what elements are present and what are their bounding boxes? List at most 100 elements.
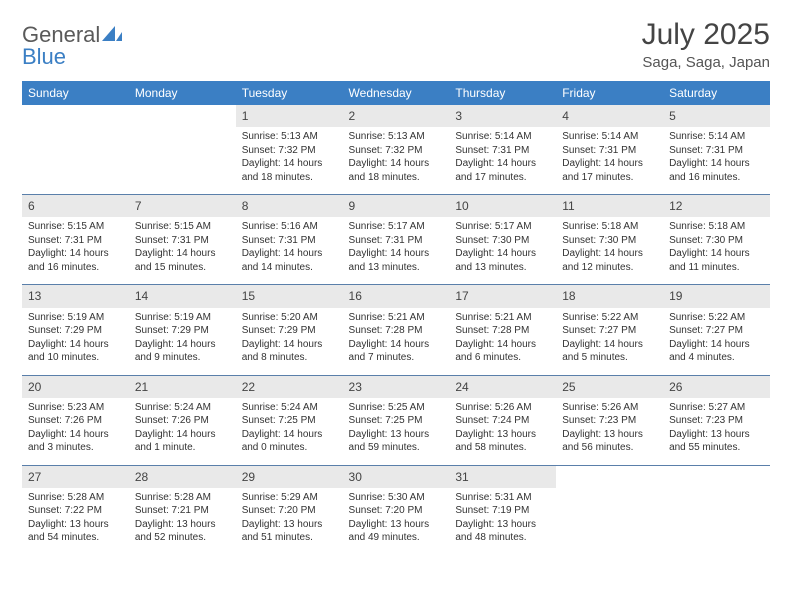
weekday-header: Saturday (663, 81, 770, 105)
day-info: Sunrise: 5:17 AMSunset: 7:30 PMDaylight:… (455, 220, 550, 274)
day-number: 3 (449, 105, 556, 127)
day-number: 13 (22, 285, 129, 307)
day-info: Sunrise: 5:15 AMSunset: 7:31 PMDaylight:… (28, 220, 123, 274)
day-number: 14 (129, 285, 236, 307)
day-number: 30 (343, 466, 450, 488)
day-info: Sunrise: 5:16 AMSunset: 7:31 PMDaylight:… (242, 220, 337, 274)
calendar-day-cell: 7Sunrise: 5:15 AMSunset: 7:31 PMDaylight… (129, 195, 236, 285)
calendar-day-cell: 17 Sunrise: 5:21 AMSunset: 7:28 PMDayligh… (449, 285, 556, 375)
calendar-day-cell: 30 Sunrise: 5:30 AMSunset: 7:20 PMDayligh… (343, 465, 450, 555)
day-info: Sunrise: 5:25 AMSunset: 7:25 PMDaylight:… (349, 401, 444, 455)
calendar-day-cell: 9 Sunrise: 5:17 AMSunset: 7:31 PMDaylight… (343, 195, 450, 285)
day-number: 26 (663, 376, 770, 398)
day-info: Sunrise: 5:19 AMSunset: 7:29 PMDaylight:… (135, 311, 230, 365)
calendar-day-cell: 5 Sunrise: 5:14 AMSunset: 7:31 PMDaylight… (663, 105, 770, 195)
calendar-day-cell: .. (129, 105, 236, 195)
calendar-day-cell: 28 Sunrise: 5:28 AMSunset: 7:21 PMDayligh… (129, 465, 236, 555)
calendar-week-row: 20 Sunrise: 5:23 AMSunset: 7:26 PMDayligh… (22, 375, 770, 465)
day-number: 25 (556, 376, 663, 398)
calendar-day-cell: 3 Sunrise: 5:14 AMSunset: 7:31 PMDaylight… (449, 105, 556, 195)
weekday-header: Monday (129, 81, 236, 105)
day-info: Sunrise: 5:28 AMSunset: 7:22 PMDaylight:… (28, 491, 123, 545)
day-info: Sunrise: 5:22 AMSunset: 7:27 PMDaylight:… (669, 311, 764, 365)
brand-logo: GeneralBlue (22, 22, 125, 70)
calendar-day-cell: .. (22, 105, 129, 195)
calendar-day-cell: 14 Sunrise: 5:19 AMSunset: 7:29 PMDayligh… (129, 285, 236, 375)
day-number: 1 (236, 105, 343, 127)
day-number: 22 (236, 376, 343, 398)
title-block: July 2025 Saga, Saga, Japan (642, 18, 770, 71)
calendar-day-cell: 13 Sunrise: 5:19 AMSunset: 7:29 PMDayligh… (22, 285, 129, 375)
location-label: Saga, Saga, Japan (642, 54, 770, 71)
day-number: 8 (236, 195, 343, 217)
day-number: 2 (343, 105, 450, 127)
page-header: GeneralBlue July 2025 Saga, Saga, Japan (22, 18, 770, 71)
day-number: 23 (343, 376, 450, 398)
day-number: 11 (556, 195, 663, 217)
calendar-week-row: 27 Sunrise: 5:28 AMSunset: 7:22 PMDayligh… (22, 465, 770, 555)
day-info: Sunrise: 5:18 AMSunset: 7:30 PMDaylight:… (669, 220, 764, 274)
calendar-day-cell: 2 Sunrise: 5:13 AMSunset: 7:32 PMDaylight… (343, 105, 450, 195)
day-number: 18 (556, 285, 663, 307)
day-number: 24 (449, 376, 556, 398)
calendar-day-cell: 20 Sunrise: 5:23 AMSunset: 7:26 PMDayligh… (22, 375, 129, 465)
calendar-day-cell: 1 Sunrise: 5:13 AMSunset: 7:32 PMDaylight… (236, 105, 343, 195)
day-info: Sunrise: 5:13 AMSunset: 7:32 PMDaylight:… (349, 130, 444, 184)
calendar-day-cell: .. (556, 465, 663, 555)
calendar-day-cell: 11Sunrise: 5:18 AMSunset: 7:30 PMDayligh… (556, 195, 663, 285)
day-info: Sunrise: 5:24 AMSunset: 7:26 PMDaylight:… (135, 401, 230, 455)
calendar-day-cell: 4Sunrise: 5:14 AMSunset: 7:31 PMDaylight… (556, 105, 663, 195)
calendar-day-cell: 21 Sunrise: 5:24 AMSunset: 7:26 PMDayligh… (129, 375, 236, 465)
day-info: Sunrise: 5:27 AMSunset: 7:23 PMDaylight:… (669, 401, 764, 455)
calendar-day-cell: 25Sunrise: 5:26 AMSunset: 7:23 PMDayligh… (556, 375, 663, 465)
calendar-day-cell: 23 Sunrise: 5:25 AMSunset: 7:25 PMDayligh… (343, 375, 450, 465)
weekday-header: Sunday (22, 81, 129, 105)
calendar-day-cell: 6Sunrise: 5:15 AMSunset: 7:31 PMDaylight… (22, 195, 129, 285)
calendar-table: SundayMondayTuesdayWednesdayThursdayFrid… (22, 81, 770, 555)
day-info: Sunrise: 5:31 AMSunset: 7:19 PMDaylight:… (455, 491, 550, 545)
calendar-week-row: 6Sunrise: 5:15 AMSunset: 7:31 PMDaylight… (22, 195, 770, 285)
day-info: Sunrise: 5:21 AMSunset: 7:28 PMDaylight:… (455, 311, 550, 365)
day-info: Sunrise: 5:30 AMSunset: 7:20 PMDaylight:… (349, 491, 444, 545)
weekday-header: Friday (556, 81, 663, 105)
day-info: Sunrise: 5:22 AMSunset: 7:27 PMDaylight:… (562, 311, 657, 365)
day-number: 19 (663, 285, 770, 307)
day-info: Sunrise: 5:21 AMSunset: 7:28 PMDaylight:… (349, 311, 444, 365)
calendar-day-cell: 15 Sunrise: 5:20 AMSunset: 7:29 PMDayligh… (236, 285, 343, 375)
calendar-week-row: ....1Sunrise: 5:13 AMSunset: 7:32 PMDayl… (22, 105, 770, 195)
day-number: 20 (22, 376, 129, 398)
day-info: Sunrise: 5:23 AMSunset: 7:26 PMDaylight:… (28, 401, 123, 455)
day-info: Sunrise: 5:19 AMSunset: 7:29 PMDaylight:… (28, 311, 123, 365)
day-number: 17 (449, 285, 556, 307)
sail-icon (102, 26, 124, 42)
calendar-day-cell: .. (663, 465, 770, 555)
day-info: Sunrise: 5:24 AMSunset: 7:25 PMDaylight:… (242, 401, 337, 455)
day-number: 21 (129, 376, 236, 398)
day-number: 15 (236, 285, 343, 307)
day-number: 4 (556, 105, 663, 127)
day-info: Sunrise: 5:13 AMSunset: 7:32 PMDaylight:… (242, 130, 337, 184)
calendar-day-cell: 12Sunrise: 5:18 AMSunset: 7:30 PMDayligh… (663, 195, 770, 285)
calendar-day-cell: 26 Sunrise: 5:27 AMSunset: 7:23 PMDayligh… (663, 375, 770, 465)
day-info: Sunrise: 5:20 AMSunset: 7:29 PMDaylight:… (242, 311, 337, 365)
day-info: Sunrise: 5:17 AMSunset: 7:31 PMDaylight:… (349, 220, 444, 274)
day-number: 31 (449, 466, 556, 488)
day-number: 5 (663, 105, 770, 127)
day-info: Sunrise: 5:26 AMSunset: 7:24 PMDaylight:… (455, 401, 550, 455)
calendar-week-row: 13 Sunrise: 5:19 AMSunset: 7:29 PMDayligh… (22, 285, 770, 375)
day-number: 9 (343, 195, 450, 217)
calendar-day-cell: 16 Sunrise: 5:21 AMSunset: 7:28 PMDayligh… (343, 285, 450, 375)
day-number: 27 (22, 466, 129, 488)
day-info: Sunrise: 5:14 AMSunset: 7:31 PMDaylight:… (455, 130, 550, 184)
calendar-day-cell: 10Sunrise: 5:17 AMSunset: 7:30 PMDayligh… (449, 195, 556, 285)
day-number: 16 (343, 285, 450, 307)
calendar-day-cell: 22 Sunrise: 5:24 AMSunset: 7:25 PMDayligh… (236, 375, 343, 465)
day-info: Sunrise: 5:29 AMSunset: 7:20 PMDaylight:… (242, 491, 337, 545)
day-info: Sunrise: 5:14 AMSunset: 7:31 PMDaylight:… (669, 130, 764, 184)
day-number: 7 (129, 195, 236, 217)
day-number: 28 (129, 466, 236, 488)
day-info: Sunrise: 5:28 AMSunset: 7:21 PMDaylight:… (135, 491, 230, 545)
day-number: 29 (236, 466, 343, 488)
weekday-header: Thursday (449, 81, 556, 105)
calendar-day-cell: 29 Sunrise: 5:29 AMSunset: 7:20 PMDayligh… (236, 465, 343, 555)
